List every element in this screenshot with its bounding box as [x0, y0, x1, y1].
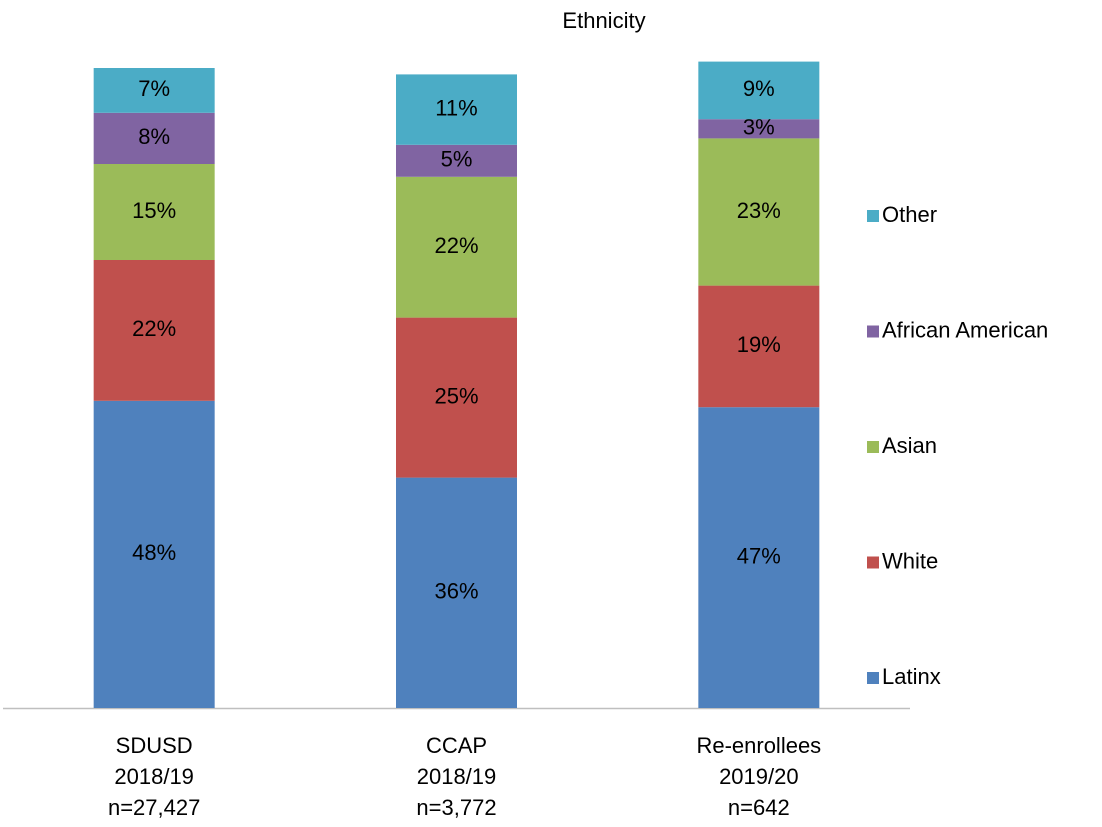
bar-segment	[396, 477, 517, 708]
data-label: 19%	[737, 332, 781, 357]
legend-swatch	[867, 672, 879, 684]
data-label: 11%	[435, 95, 477, 120]
bar-segment	[698, 407, 820, 708]
data-label: 36%	[434, 579, 478, 604]
legend-swatch	[867, 325, 879, 338]
legend-swatch	[867, 441, 879, 453]
bar-segment	[698, 119, 820, 139]
bar-segment	[396, 317, 517, 478]
data-label: 25%	[434, 383, 478, 408]
data-label: 5%	[441, 147, 473, 172]
x-tick-label: 2018/19	[417, 764, 497, 789]
legend-swatch	[867, 210, 879, 222]
legend-label: Asian	[882, 433, 937, 458]
data-label: 22%	[434, 233, 478, 258]
bar-segment	[93, 260, 215, 401]
x-tick-label: Re-enrollees	[696, 733, 821, 758]
legend-label: Other	[882, 202, 937, 227]
legend-label: White	[882, 548, 938, 573]
bar-segment	[698, 285, 820, 408]
chart-title: Ethnicity	[562, 8, 645, 33]
x-tick-label: n=27,427	[108, 795, 200, 820]
bar-segment	[396, 144, 517, 177]
legend-label: Latinx	[882, 664, 941, 689]
x-tick-label: n=642	[728, 795, 790, 820]
x-tick-label: 2019/20	[719, 764, 799, 789]
bar-segment	[396, 74, 517, 145]
data-label: 9%	[743, 76, 775, 101]
legend-label: African American	[882, 317, 1048, 342]
x-tick-label: CCAP	[426, 733, 487, 758]
bar-segment	[93, 400, 215, 708]
bar-segment	[93, 68, 215, 113]
data-label: 47%	[737, 543, 781, 568]
bar-segment	[698, 138, 820, 286]
x-tick-label: SDUSD	[116, 733, 193, 758]
bar-segment	[396, 176, 517, 318]
x-tick-label: n=3,772	[416, 795, 496, 820]
data-label: 23%	[737, 198, 781, 223]
data-label: 15%	[132, 198, 176, 223]
bar-segment	[698, 61, 820, 120]
data-label: 48%	[132, 540, 176, 565]
data-label: 7%	[138, 76, 170, 101]
x-tick-label: 2018/19	[114, 764, 194, 789]
data-label: 8%	[138, 124, 170, 149]
legend-swatch	[867, 556, 879, 569]
data-label: 22%	[132, 316, 176, 341]
bar-segment	[93, 164, 215, 260]
bar-segment	[93, 112, 215, 164]
